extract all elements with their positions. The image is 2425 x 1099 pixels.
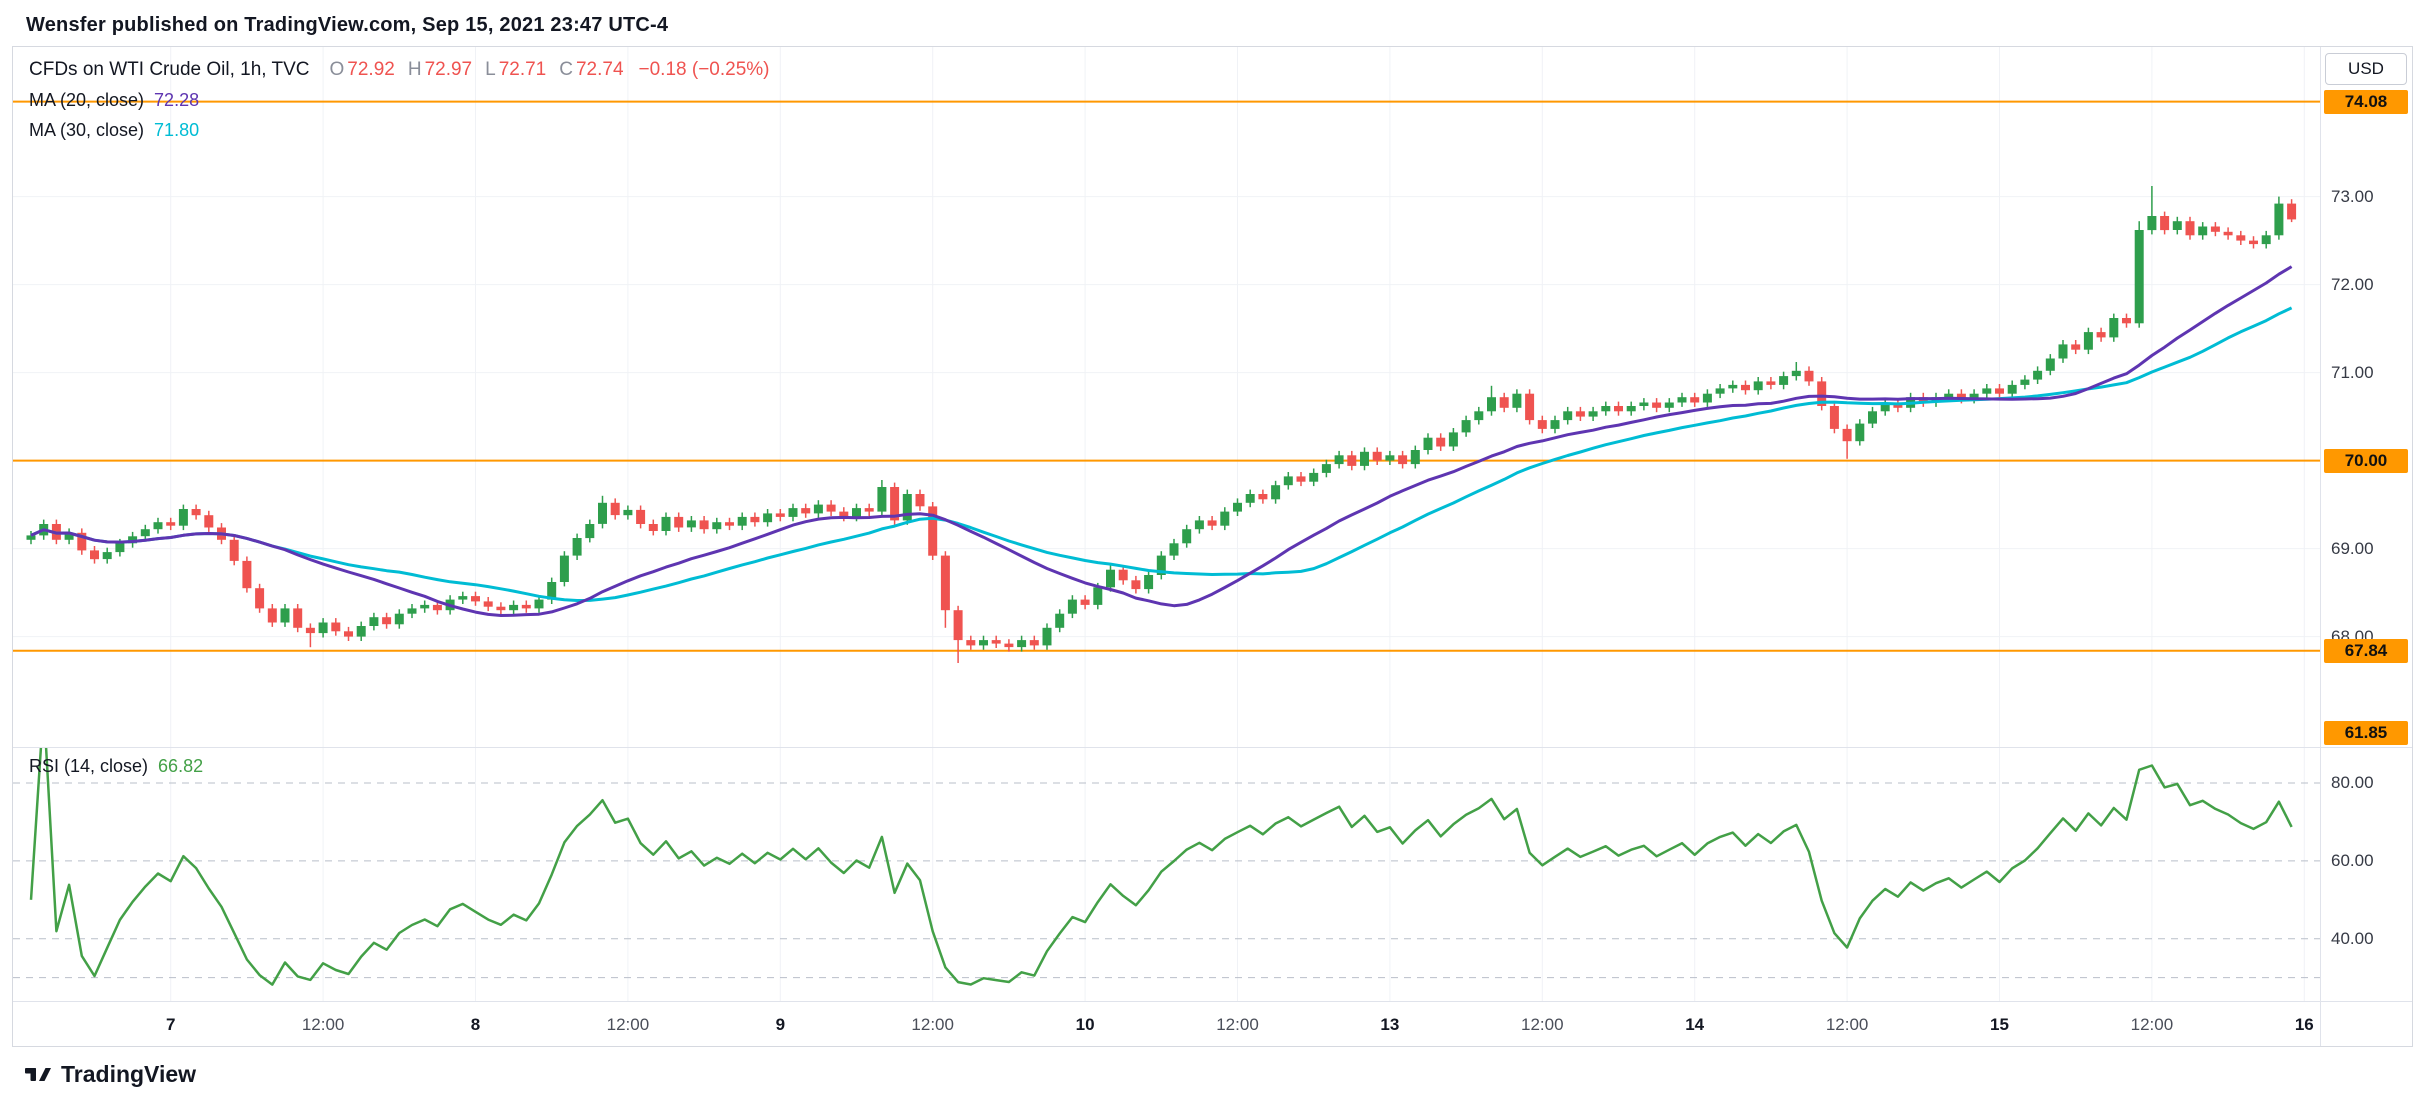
time-label: 16 [2294, 1015, 2314, 1034]
rsi-tick-label: 60.00 [2331, 850, 2374, 870]
time-label: 15 [1990, 1015, 2009, 1034]
time-label: 9 [775, 1015, 786, 1034]
time-axis[interactable]: 7 12:00 8 12:00 9 12:00 10 12:00 13 12:00 14 12:00 1… [13, 1002, 2320, 1046]
rsi-grid-layer [170, 748, 2305, 1001]
time-label: 12:00 [1521, 1015, 1564, 1034]
price-tick-label: 71.00 [2331, 362, 2374, 382]
axis-separator [2321, 747, 2412, 748]
price-tick-label: 72.00 [2331, 274, 2374, 294]
time-label: 12:00 [606, 1015, 650, 1034]
ma-line-30 [30, 306, 2293, 602]
candles-layer [26, 186, 2297, 663]
price-tick-label: 73.00 [2331, 186, 2374, 206]
rsi-pane[interactable]: RSI (14, close) 66.82 [13, 748, 2320, 1002]
axis-separator [2321, 1001, 2412, 1002]
price-tick-label: 69.00 [2331, 538, 2374, 558]
ma-line-20 [30, 265, 2293, 617]
time-label: 12:00 [1825, 1015, 1869, 1034]
time-label: 14 [1685, 1015, 1705, 1034]
rsi-chart-canvas[interactable] [13, 748, 2320, 1001]
time-label: 12:00 [2130, 1015, 2174, 1034]
level-lines-layer [13, 100, 2320, 652]
tradingview-logo-icon[interactable] [24, 1060, 52, 1088]
time-label: 8 [470, 1015, 481, 1034]
price-chart-canvas[interactable] [13, 47, 2320, 747]
time-label: 12:00 [301, 1015, 345, 1034]
price-level-badge: 61.85 [2324, 721, 2408, 745]
price-level-badge: 70.00 [2324, 448, 2408, 473]
rsi-line [29, 748, 2293, 986]
time-label: 13 [1380, 1015, 1400, 1034]
tradingview-brand[interactable]: TradingView [61, 1060, 197, 1087]
footer: TradingView [0, 1047, 2425, 1088]
time-label: 10 [1075, 1015, 1095, 1034]
time-label: 7 [165, 1015, 176, 1034]
time-label: 12:00 [911, 1015, 954, 1034]
rsi-tick-label: 40.00 [2331, 928, 2374, 948]
publisher-note: Wensfer published on TradingView.com, Se… [26, 14, 669, 36]
time-label: 12:00 [1216, 1015, 1259, 1034]
currency-button[interactable]: USD [2325, 53, 2407, 85]
price-axis[interactable]: USD 73.0072.0071.0070.0069.0068.0074.087… [2320, 47, 2412, 1046]
rsi-tick-label: 80.00 [2331, 773, 2374, 793]
price-level-badge: 67.84 [2324, 638, 2408, 663]
price-level-badge: 74.08 [2324, 89, 2408, 114]
